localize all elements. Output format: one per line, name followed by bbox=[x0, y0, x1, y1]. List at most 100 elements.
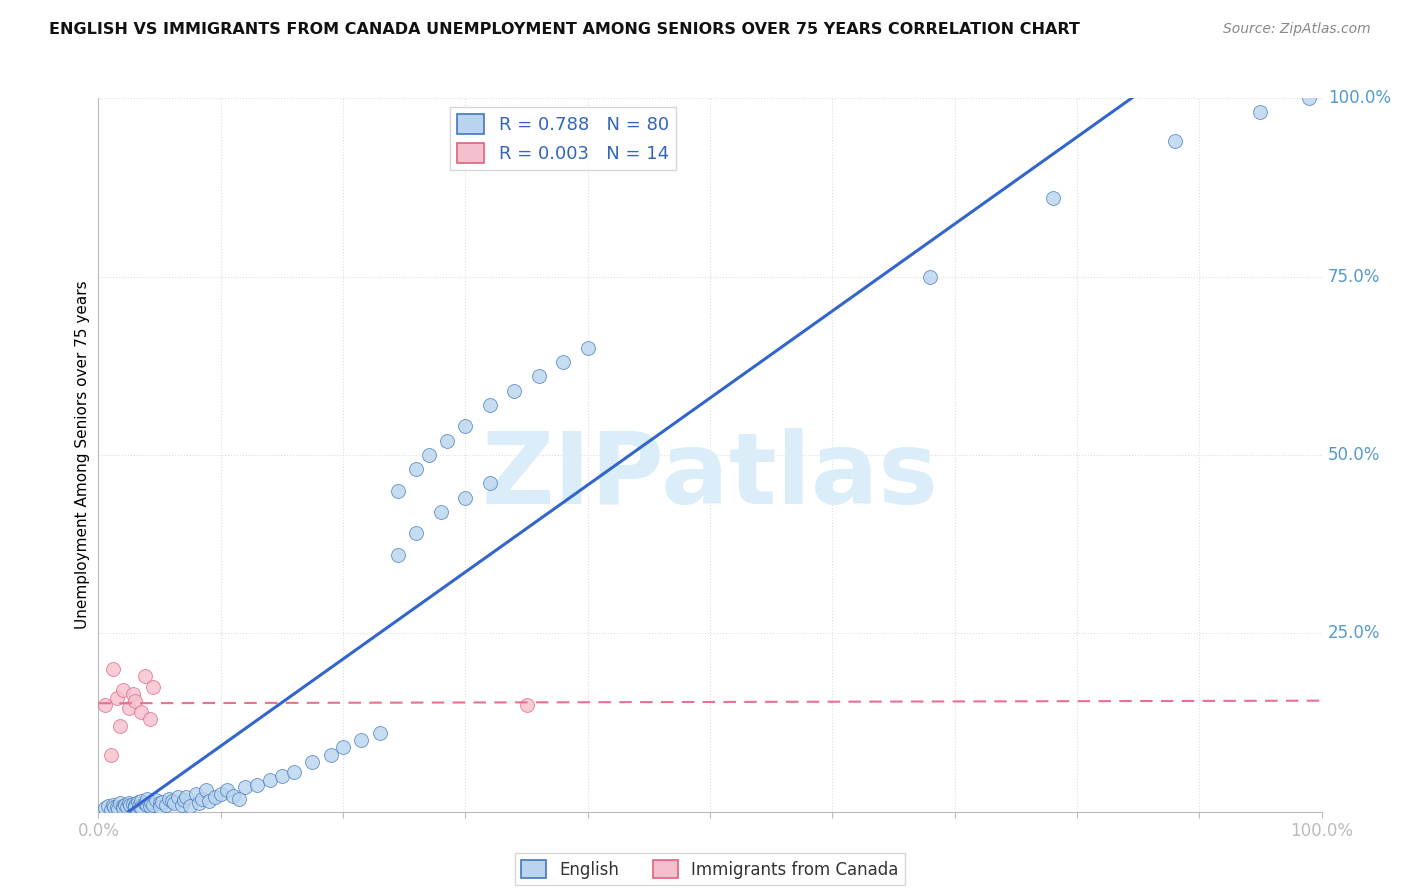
Point bbox=[149, 796, 172, 810]
Point bbox=[191, 792, 214, 806]
Point bbox=[134, 669, 156, 683]
Point bbox=[115, 799, 138, 814]
Point bbox=[136, 792, 159, 806]
Point bbox=[270, 769, 294, 783]
Text: 50.0%: 50.0% bbox=[1327, 446, 1381, 464]
Point bbox=[350, 733, 373, 747]
Point bbox=[124, 797, 146, 812]
Text: 25.0%: 25.0% bbox=[1327, 624, 1381, 642]
Text: ENGLISH VS IMMIGRANTS FROM CANADA UNEMPLOYMENT AMONG SENIORS OVER 75 YEARS CORRE: ENGLISH VS IMMIGRANTS FROM CANADA UNEMPL… bbox=[49, 22, 1080, 37]
Point bbox=[209, 787, 232, 801]
Point bbox=[215, 783, 238, 797]
Point bbox=[553, 355, 575, 369]
Point bbox=[121, 797, 143, 811]
Text: ZIPatlas: ZIPatlas bbox=[482, 428, 938, 524]
Text: 75.0%: 75.0% bbox=[1327, 268, 1381, 285]
Point bbox=[187, 796, 209, 810]
Point bbox=[107, 802, 129, 816]
Point bbox=[139, 712, 162, 726]
Point bbox=[142, 797, 165, 812]
Point bbox=[1164, 134, 1187, 148]
Point bbox=[163, 796, 186, 810]
Point bbox=[454, 491, 477, 505]
Point bbox=[515, 698, 537, 712]
Text: Source: ZipAtlas.com: Source: ZipAtlas.com bbox=[1223, 22, 1371, 37]
Point bbox=[101, 797, 124, 812]
Point bbox=[436, 434, 458, 448]
Point bbox=[105, 690, 128, 705]
Point bbox=[176, 790, 198, 805]
Point bbox=[97, 799, 120, 814]
Point bbox=[114, 797, 136, 812]
Point bbox=[173, 793, 195, 807]
Point bbox=[259, 772, 281, 787]
Point bbox=[110, 719, 132, 733]
Point bbox=[118, 796, 141, 810]
Point bbox=[418, 448, 440, 462]
Point bbox=[222, 789, 245, 803]
Point bbox=[179, 799, 201, 814]
Point bbox=[195, 783, 218, 797]
Point bbox=[111, 683, 134, 698]
Point bbox=[150, 795, 173, 809]
Point bbox=[576, 341, 599, 355]
Point bbox=[1249, 105, 1271, 120]
Point bbox=[128, 799, 150, 814]
Point bbox=[478, 398, 501, 412]
Point bbox=[228, 792, 250, 806]
Point bbox=[387, 483, 409, 498]
Point bbox=[124, 800, 146, 814]
Point bbox=[93, 698, 115, 712]
Point bbox=[157, 792, 180, 806]
Point bbox=[478, 476, 501, 491]
Point bbox=[204, 790, 226, 805]
Point bbox=[149, 800, 172, 814]
Point bbox=[405, 462, 427, 476]
Point bbox=[120, 798, 142, 813]
Point bbox=[139, 799, 162, 814]
Point bbox=[527, 369, 550, 384]
Point bbox=[301, 755, 323, 769]
Point bbox=[283, 765, 305, 780]
Point bbox=[111, 801, 134, 815]
Point bbox=[127, 796, 149, 810]
Point bbox=[387, 548, 409, 562]
Point bbox=[129, 799, 152, 814]
Point bbox=[121, 687, 143, 701]
Point bbox=[134, 796, 156, 810]
Point bbox=[145, 793, 167, 807]
Point bbox=[129, 705, 152, 719]
Point bbox=[186, 787, 208, 801]
Point bbox=[1298, 91, 1320, 105]
Point bbox=[118, 701, 141, 715]
Point bbox=[136, 797, 159, 812]
Point bbox=[129, 794, 152, 808]
Point bbox=[101, 662, 124, 676]
Point bbox=[110, 796, 132, 810]
Point bbox=[1042, 191, 1064, 205]
Point bbox=[100, 803, 122, 817]
Legend: English, Immigrants from Canada: English, Immigrants from Canada bbox=[515, 854, 905, 886]
Y-axis label: Unemployment Among Seniors over 75 years: Unemployment Among Seniors over 75 years bbox=[75, 281, 90, 629]
Point bbox=[170, 797, 193, 812]
Point bbox=[155, 797, 177, 812]
Point bbox=[332, 740, 354, 755]
Point bbox=[167, 790, 190, 805]
Point bbox=[93, 801, 115, 815]
Point bbox=[430, 505, 453, 519]
Point bbox=[160, 794, 183, 808]
Point bbox=[197, 794, 219, 808]
Point bbox=[920, 269, 942, 284]
Point bbox=[503, 384, 526, 398]
Point bbox=[405, 526, 427, 541]
Point bbox=[233, 780, 256, 794]
Point bbox=[103, 800, 125, 814]
Point bbox=[454, 419, 477, 434]
Point bbox=[139, 795, 162, 809]
Text: 100.0%: 100.0% bbox=[1327, 89, 1391, 107]
Point bbox=[105, 799, 128, 814]
Point bbox=[100, 747, 122, 762]
Point bbox=[142, 680, 165, 694]
Point bbox=[246, 778, 269, 792]
Point bbox=[111, 799, 134, 814]
